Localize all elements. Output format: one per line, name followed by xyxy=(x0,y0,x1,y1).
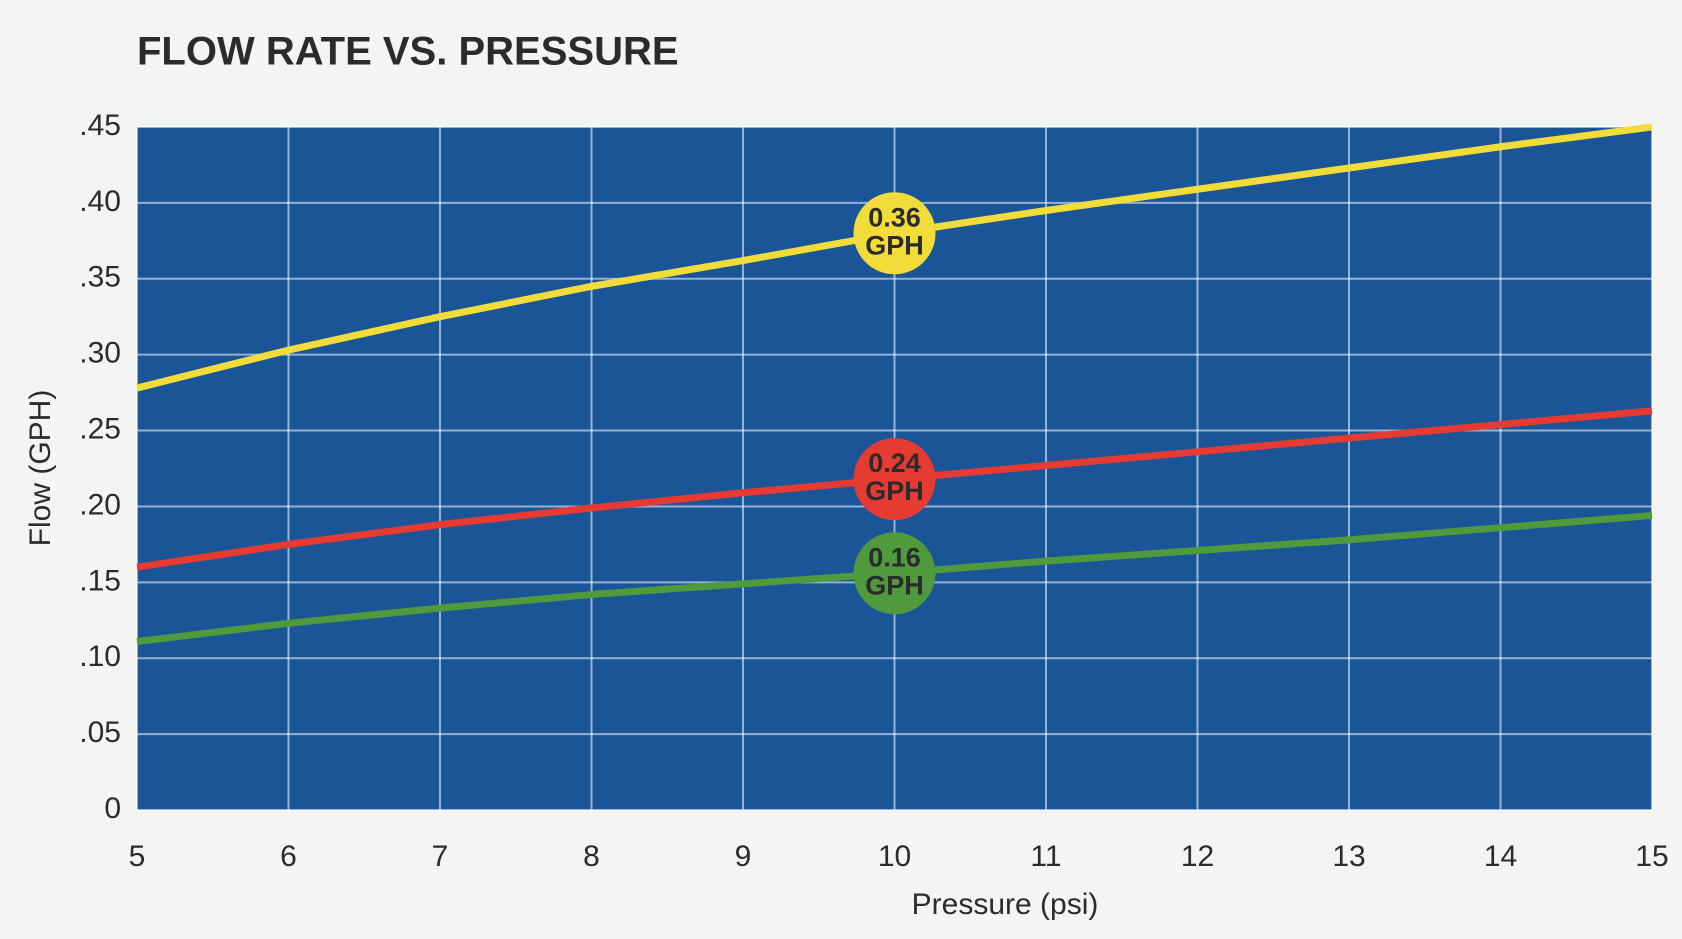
y-axis-label: Flow (GPH) xyxy=(24,390,57,547)
y-tick-label: .40 xyxy=(79,185,121,218)
y-tick-label: .05 xyxy=(79,716,121,749)
annotation-text: GPH xyxy=(865,476,924,506)
annotation-bubble xyxy=(853,532,936,615)
annotation-text: 0.16 xyxy=(868,542,921,572)
y-tick-label: 0 xyxy=(104,792,121,825)
x-tick-label: 15 xyxy=(1635,840,1668,873)
y-tick-label: .25 xyxy=(79,412,121,445)
x-tick-label: 13 xyxy=(1332,840,1365,873)
y-tick-label: .10 xyxy=(79,640,121,673)
y-tick-label: .20 xyxy=(79,488,121,521)
y-tick-label: .35 xyxy=(79,261,121,294)
chart-title: FLOW RATE VS. PRESSURE xyxy=(137,30,679,74)
x-tick-label: 8 xyxy=(583,840,600,873)
x-axis-label: Pressure (psi) xyxy=(912,888,1099,921)
annotation-bubble xyxy=(853,438,936,521)
x-tick-label: 7 xyxy=(432,840,449,873)
x-tick-label: 9 xyxy=(735,840,752,873)
y-tick-label: .45 xyxy=(79,109,121,142)
annotation-text: GPH xyxy=(865,230,924,260)
x-tick-label: 5 xyxy=(129,840,146,873)
x-tick-label: 12 xyxy=(1181,840,1214,873)
x-tick-label: 11 xyxy=(1030,840,1061,873)
x-tick-label: 14 xyxy=(1484,840,1517,873)
x-tick-label: 10 xyxy=(878,840,911,873)
x-tick-label: 6 xyxy=(280,840,297,873)
annotation-text: GPH xyxy=(865,570,924,600)
annotation-bubble xyxy=(853,192,936,275)
annotation-text: 0.36 xyxy=(868,202,921,232)
y-tick-label: .15 xyxy=(79,564,121,597)
annotation-text: 0.24 xyxy=(868,448,921,478)
y-tick-label: .30 xyxy=(79,337,121,370)
